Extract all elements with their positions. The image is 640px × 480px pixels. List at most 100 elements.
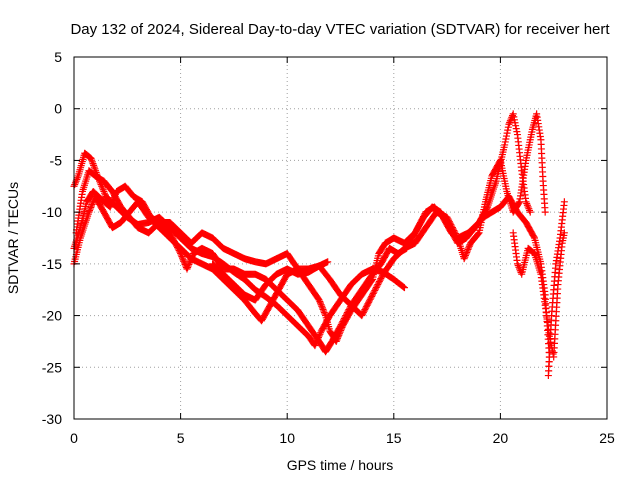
x-tick-label: 10 bbox=[279, 430, 295, 446]
data-point bbox=[188, 253, 196, 261]
data-point bbox=[176, 248, 184, 256]
data-point bbox=[315, 296, 323, 304]
data-point bbox=[167, 230, 175, 238]
data-point bbox=[98, 184, 106, 192]
data-point bbox=[502, 132, 510, 140]
data-point bbox=[174, 244, 182, 252]
data-point bbox=[88, 200, 96, 208]
data-point bbox=[526, 208, 534, 216]
data-point bbox=[86, 207, 94, 215]
data-point bbox=[311, 342, 319, 350]
data-point bbox=[177, 251, 185, 259]
data-point bbox=[508, 112, 516, 120]
data-point bbox=[501, 138, 509, 146]
data-points bbox=[70, 110, 568, 380]
data-point bbox=[169, 235, 177, 243]
data-point bbox=[73, 175, 81, 183]
data-point bbox=[106, 203, 114, 211]
data-point bbox=[318, 304, 326, 312]
data-point bbox=[358, 312, 366, 320]
data-point bbox=[522, 198, 530, 206]
x-tick-label: 20 bbox=[493, 430, 509, 446]
data-point bbox=[100, 187, 108, 195]
data-point bbox=[524, 203, 532, 211]
data-point bbox=[171, 239, 179, 247]
data-point bbox=[184, 263, 192, 271]
x-tick-label: 0 bbox=[70, 430, 78, 446]
y-tick-label: -20 bbox=[42, 308, 62, 324]
data-point bbox=[87, 203, 95, 211]
data-point bbox=[363, 301, 371, 309]
data-point bbox=[463, 247, 471, 255]
series-track-a bbox=[70, 149, 408, 350]
data-point bbox=[504, 123, 512, 131]
data-point bbox=[502, 135, 510, 143]
y-tick-label: -5 bbox=[50, 152, 63, 168]
data-point bbox=[320, 308, 328, 316]
series-track-d bbox=[72, 167, 568, 380]
data-point bbox=[462, 250, 470, 258]
y-tick-label: -30 bbox=[42, 411, 62, 427]
data-point bbox=[465, 242, 473, 250]
data-point bbox=[107, 201, 115, 209]
data-point bbox=[89, 199, 97, 207]
y-tick-labels: -30 -25 -20 -15 -10 -5 0 5 bbox=[42, 49, 62, 427]
data-point bbox=[108, 198, 116, 206]
data-point bbox=[179, 256, 187, 264]
data-point bbox=[511, 119, 519, 127]
data-point bbox=[359, 310, 367, 318]
data-point bbox=[364, 300, 372, 308]
data-point bbox=[461, 252, 469, 260]
data-point bbox=[316, 298, 324, 306]
data-point bbox=[378, 273, 386, 281]
data-point bbox=[465, 244, 473, 252]
data-point bbox=[461, 253, 469, 261]
data-point bbox=[515, 199, 523, 207]
data-point bbox=[372, 283, 380, 291]
data-point bbox=[172, 241, 180, 249]
data-point bbox=[560, 198, 568, 206]
data-point bbox=[400, 284, 408, 292]
data-point bbox=[510, 116, 518, 124]
y-tick-label: -15 bbox=[42, 256, 62, 272]
data-point bbox=[504, 126, 512, 134]
data-point bbox=[365, 297, 373, 305]
data-point bbox=[496, 158, 504, 166]
data-point bbox=[366, 295, 374, 303]
data-point bbox=[168, 233, 176, 241]
data-point bbox=[369, 289, 377, 297]
data-point bbox=[368, 292, 376, 300]
data-point bbox=[185, 260, 193, 268]
data-point bbox=[183, 265, 191, 273]
data-point bbox=[372, 285, 380, 293]
data-point bbox=[180, 257, 188, 265]
data-point bbox=[523, 200, 531, 208]
data-point bbox=[173, 242, 181, 250]
chart-title: Day 132 of 2024, Sidereal Day-to-day VTE… bbox=[70, 21, 610, 38]
x-tick-label: 15 bbox=[386, 430, 402, 446]
data-point bbox=[319, 305, 327, 313]
data-point bbox=[377, 275, 385, 283]
data-point bbox=[87, 202, 95, 210]
data-point bbox=[186, 257, 194, 265]
data-point bbox=[166, 229, 174, 237]
data-point bbox=[463, 248, 471, 256]
data-point bbox=[184, 262, 192, 270]
series-track-c bbox=[70, 110, 549, 325]
data-point bbox=[177, 250, 185, 258]
data-point bbox=[98, 182, 106, 190]
data-point bbox=[509, 110, 517, 118]
data-point bbox=[375, 279, 383, 287]
x-axis-title: GPS time / hours bbox=[287, 457, 394, 473]
plot-frame bbox=[73, 56, 608, 420]
data-point bbox=[86, 205, 94, 213]
data-point bbox=[360, 307, 368, 315]
y-tick-label: -25 bbox=[42, 359, 62, 375]
data-point bbox=[186, 259, 194, 267]
data-point bbox=[361, 306, 369, 314]
data-point bbox=[376, 276, 384, 284]
data-point bbox=[170, 236, 178, 244]
data-point bbox=[460, 255, 468, 263]
data-point bbox=[320, 307, 328, 315]
